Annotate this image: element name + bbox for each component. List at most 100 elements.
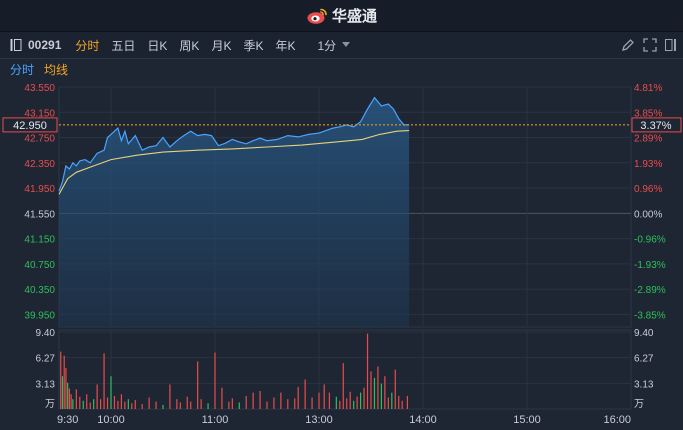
tab-fenshi[interactable]: 分时 xyxy=(75,38,100,53)
volume-bar xyxy=(294,398,296,409)
current-pct-tag: 3.37% xyxy=(640,120,671,132)
volume-tick-label: 6.27 xyxy=(36,354,56,365)
volume-bar xyxy=(384,376,386,409)
indicator-bar: 分时 均线 xyxy=(0,59,683,79)
volume-bar xyxy=(120,394,122,409)
axis-labels: 43.550 4.81% 43.150 3.85% 42.750 2.89% 42.350 1… xyxy=(24,83,665,426)
volume-bar xyxy=(63,355,65,409)
volume-bar xyxy=(190,401,192,409)
current-price-tag-box xyxy=(2,117,58,133)
volume-bar xyxy=(370,371,372,409)
volume-bar xyxy=(266,401,268,409)
volume-bar xyxy=(67,382,69,409)
volume-bar xyxy=(373,377,376,409)
volume-bar xyxy=(127,399,129,409)
volume-bar xyxy=(252,392,254,409)
volume-bar xyxy=(124,401,126,409)
current-pct-tag-box xyxy=(631,117,682,133)
subtab-fenshi[interactable]: 分时 xyxy=(10,62,35,77)
time-tick-label: 16:00 xyxy=(603,414,631,426)
volume-bar xyxy=(339,400,341,409)
volume-bar xyxy=(106,397,109,409)
volume-bar xyxy=(200,399,202,409)
volume-bar xyxy=(311,397,313,409)
volume-tick-label-right: 3.13 xyxy=(634,379,654,390)
volume-bar xyxy=(169,384,171,409)
volume-bar xyxy=(349,391,351,409)
pct-tick-label: -1.93% xyxy=(634,260,666,271)
chevron-down-icon xyxy=(342,42,351,47)
volume-bar xyxy=(100,399,102,409)
volume-bar xyxy=(401,400,403,409)
volume-bar xyxy=(60,351,62,409)
volume-bar xyxy=(186,396,188,409)
intraday-chart[interactable]: 43.550 4.81% 43.150 3.85% 42.750 2.89% 42.350 1… xyxy=(0,79,683,430)
volume-bar xyxy=(356,396,358,409)
price-tick-label: 43.150 xyxy=(24,108,55,119)
volume-bar xyxy=(304,379,306,409)
volume-bar xyxy=(82,400,84,409)
volume-bar xyxy=(273,397,275,409)
pct-tick-label: 4.81% xyxy=(634,83,662,94)
volume-bar xyxy=(93,399,95,409)
interval-value: 1分 xyxy=(317,38,337,53)
tab-quarter-k[interactable]: 季K xyxy=(243,38,264,53)
time-tick-label: 9:30 xyxy=(57,414,78,426)
volume-unit-label-right: 万 xyxy=(634,399,644,410)
volume-tick-label-right: 6.27 xyxy=(634,354,654,365)
brand-name: 华盛通 xyxy=(331,8,377,25)
pct-tick-label: -0.96% xyxy=(634,235,666,246)
volume-bar xyxy=(155,401,157,409)
collapse-panel-icon[interactable] xyxy=(665,38,677,52)
tab-week-k[interactable]: 周K xyxy=(179,38,200,53)
volume-bar xyxy=(131,403,133,409)
volume-bar xyxy=(61,376,64,409)
tab-five-day[interactable]: 五日 xyxy=(111,38,136,53)
volume-bar xyxy=(297,386,299,409)
volume-bar xyxy=(162,404,164,409)
volume-bar xyxy=(117,400,119,409)
time-tick-label: 15:00 xyxy=(513,414,541,426)
volume-bar xyxy=(176,399,178,409)
fullscreen-icon[interactable] xyxy=(643,38,657,52)
volume-bar xyxy=(86,394,88,409)
volume-bar xyxy=(387,397,389,409)
brand-logo: 华盛通 xyxy=(306,5,377,26)
volume-bar xyxy=(391,392,393,409)
volume-bar xyxy=(323,384,325,409)
volume-bar xyxy=(377,366,379,409)
pct-tick-label: 0.96% xyxy=(634,184,662,195)
sidebar-toggle-icon[interactable] xyxy=(10,38,22,52)
stock-code: 00291 xyxy=(28,38,62,52)
volume-bar xyxy=(89,402,91,409)
time-tick-label: 10:00 xyxy=(97,414,125,426)
volume-bar xyxy=(197,361,199,409)
interval-select[interactable]: 1分 xyxy=(317,37,351,54)
volume-bar xyxy=(207,403,209,409)
volume-bar xyxy=(342,363,344,409)
volume-bar xyxy=(141,404,143,409)
price-lines xyxy=(58,96,410,195)
price-tick-label: 42.750 xyxy=(24,134,55,145)
volume-bar xyxy=(134,399,136,409)
volume-bar xyxy=(221,387,223,409)
tab-month-k[interactable]: 月K xyxy=(211,38,232,53)
volume-panel-border xyxy=(58,329,632,410)
pct-tick-label: 1.93% xyxy=(634,159,662,170)
tab-day-k[interactable]: 日K xyxy=(147,38,168,53)
price-line xyxy=(58,96,410,192)
price-tick-label: 43.550 xyxy=(24,83,55,94)
tab-year-k[interactable]: 年K xyxy=(275,38,296,53)
price-tick-label: 41.550 xyxy=(24,209,55,220)
volume-bar xyxy=(245,395,247,409)
pct-tick-label: 0.00% xyxy=(634,209,662,220)
volume-bar xyxy=(328,392,330,409)
price-area-fill xyxy=(59,97,410,327)
pencil-icon[interactable] xyxy=(621,38,635,52)
subtab-avg-line[interactable]: 均线 xyxy=(44,62,69,77)
volume-bar xyxy=(96,384,98,409)
volume-bar xyxy=(394,369,396,409)
time-tick-label: 11:00 xyxy=(202,414,229,426)
volume-bar xyxy=(360,392,362,409)
price-tick-label: 40.750 xyxy=(24,260,55,271)
